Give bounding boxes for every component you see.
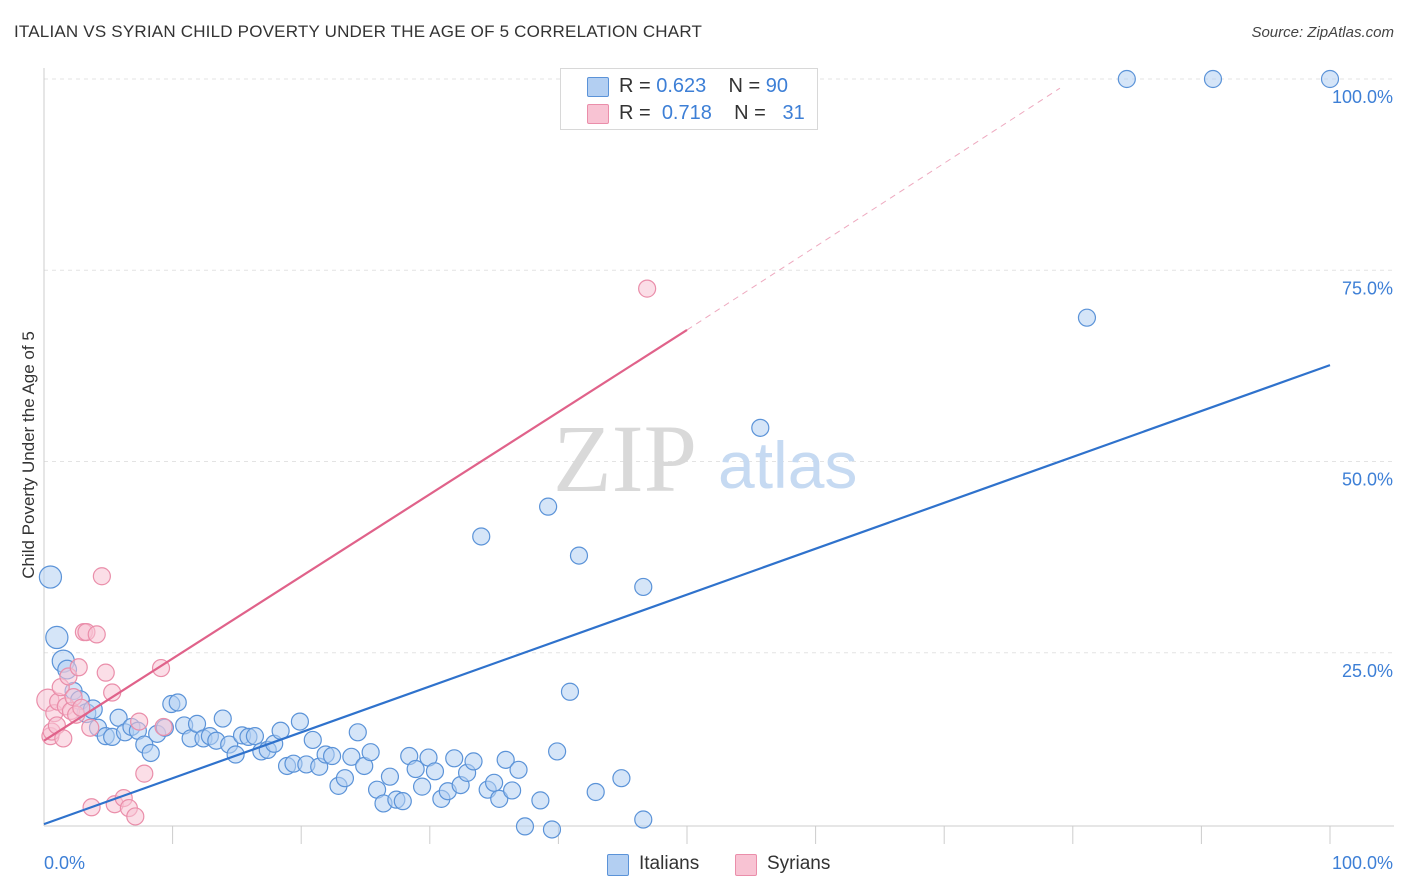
syrians-point (87, 625, 106, 644)
syrians-point (135, 764, 154, 783)
bottom-legend-swatch-syrians (735, 854, 757, 876)
bottom-legend-swatch-italians (607, 854, 629, 876)
italians-point (496, 750, 515, 769)
italians-point (1117, 69, 1136, 89)
italians-point (141, 743, 160, 763)
watermark-atlas: atlas (718, 428, 857, 502)
legend-swatch-syrians (587, 104, 609, 124)
italians-points (38, 69, 1340, 839)
italians-point (425, 762, 445, 781)
chart-source: Source: ZipAtlas.com (1251, 24, 1394, 41)
italians-point (445, 749, 464, 768)
y-tick-label-50: 50.0% (1342, 470, 1393, 490)
legend-italians-r-value: 0.623 (656, 75, 707, 97)
syrians-point (96, 663, 115, 682)
italians-point (751, 418, 770, 437)
italians-point (38, 565, 63, 589)
italians-point (303, 730, 322, 750)
italians-point (342, 747, 361, 766)
y-tick-label-25: 25.0% (1342, 661, 1393, 681)
italians-point (1320, 69, 1340, 89)
legend-syrians-n-label: N = (734, 102, 772, 124)
italians-point (490, 789, 509, 808)
grid (44, 78, 1394, 654)
italians-point (503, 781, 522, 800)
italians-point (634, 577, 653, 597)
bottom-legend-label-italians: Italians (639, 853, 700, 874)
italians-point (226, 745, 245, 764)
syrians-point (130, 712, 149, 731)
italians-point (634, 810, 653, 829)
italians-point (542, 820, 562, 839)
watermark-zip: ZIP (553, 405, 697, 512)
legend-italians-r-label: R = (619, 75, 657, 97)
italians-point (361, 743, 380, 762)
syrians-point (69, 658, 88, 677)
italians-point (539, 497, 558, 516)
italians-point (393, 792, 412, 811)
trendlines (43, 87, 1331, 826)
italians-point (569, 546, 589, 565)
italians-point (612, 769, 631, 788)
syrians-point (126, 807, 145, 826)
italians-point (1077, 308, 1097, 327)
legend-syrians-n-value: 31 (782, 102, 805, 124)
italians-point (560, 682, 580, 701)
bottom-legend-label-syrians: Syrians (767, 853, 831, 874)
italians-point (213, 709, 232, 728)
italians-point (1203, 69, 1223, 89)
italians-point (335, 769, 355, 788)
correlation-legend: R = 0.623 N = 90 R = 0.718 N = 31 (560, 68, 818, 130)
syrians-point (81, 718, 100, 737)
italians-point (412, 777, 432, 796)
italians-point (531, 791, 550, 810)
x-tick-label-max: 100.0% (1332, 853, 1393, 873)
watermark: ZIP atlas (553, 405, 857, 512)
y-axis-label: Child Poverty Under the Age of 5 (19, 331, 38, 579)
syrians-point (638, 279, 657, 298)
tick-labels: 25.0% 50.0% 75.0% 100.0% 0.0% 100.0% (44, 87, 1393, 873)
y-tick-label-75: 75.0% (1342, 278, 1393, 298)
legend-syrians-r-value: 0.718 (661, 102, 712, 124)
legend-syrians-r-label: R = (619, 102, 657, 124)
syrians-point (92, 567, 111, 586)
italians-point (472, 527, 491, 546)
legend-italians-n-label: N = (728, 75, 766, 97)
syrians-trendline-extension (686, 87, 1061, 331)
italians-point (464, 752, 483, 771)
italians-point (406, 759, 425, 779)
italians-point (45, 625, 69, 650)
y-tick-label-100: 100.0% (1332, 87, 1393, 107)
italians-point (245, 727, 265, 746)
x-tick-label-min: 0.0% (44, 853, 85, 873)
italians-point (348, 723, 367, 742)
italians-point (168, 693, 187, 712)
italians-point (485, 773, 504, 792)
italians-point (290, 712, 310, 731)
italians-point (548, 742, 567, 761)
syrians-point (154, 717, 173, 737)
italians-point (515, 817, 535, 836)
syrians-point (54, 729, 73, 748)
legend-swatch-italians (587, 77, 609, 97)
italians-trendline (43, 364, 1331, 826)
italians-point (322, 746, 342, 766)
italians-point (380, 767, 400, 786)
italians-point (509, 760, 528, 779)
syrians-trendline (43, 328, 688, 742)
legend-italians-n-value: 90 (765, 75, 789, 97)
syrians-points (36, 279, 657, 826)
italians-point (586, 782, 605, 802)
chart-title: ITALIAN VS SYRIAN CHILD POVERTY UNDER TH… (14, 22, 703, 41)
